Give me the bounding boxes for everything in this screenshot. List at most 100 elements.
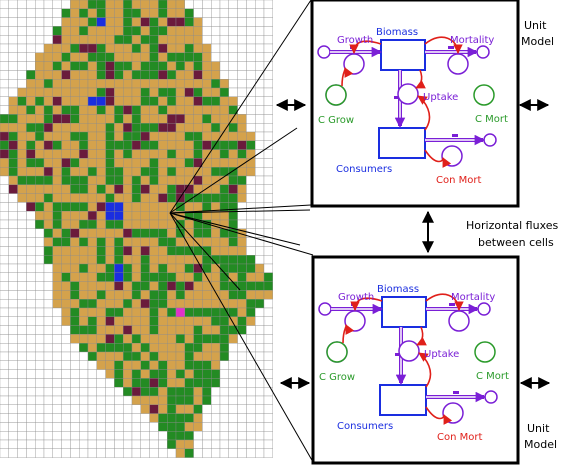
grid-cell bbox=[211, 123, 221, 133]
grid-cell bbox=[237, 105, 247, 115]
grid-cell bbox=[96, 35, 106, 45]
grid-cell bbox=[61, 175, 71, 185]
grid-cell bbox=[158, 351, 168, 361]
uptake-converter bbox=[398, 340, 420, 362]
sink-cloud-icon bbox=[476, 45, 490, 59]
grid-cell bbox=[61, 43, 71, 53]
grid-cell bbox=[52, 351, 62, 361]
grid-cell bbox=[79, 105, 89, 115]
grid-cell bbox=[123, 360, 133, 370]
grid-cell bbox=[131, 193, 141, 203]
grid-cell bbox=[61, 105, 71, 115]
grid-cell bbox=[96, 263, 106, 273]
grid-cell bbox=[52, 263, 62, 273]
grid-cell bbox=[175, 96, 185, 106]
grid-cell bbox=[140, 378, 150, 388]
grid-cell bbox=[175, 87, 185, 97]
consumers-label: Consumers bbox=[337, 421, 393, 432]
grid-cell bbox=[263, 70, 273, 80]
grid-cell bbox=[35, 431, 45, 441]
grid-cell bbox=[35, 413, 45, 423]
grid-cell bbox=[175, 325, 185, 335]
grid-cell bbox=[123, 26, 133, 36]
grid-cell bbox=[96, 299, 106, 309]
water-cell bbox=[96, 17, 106, 27]
grid-cell bbox=[0, 175, 9, 185]
grid-cell bbox=[105, 369, 115, 379]
grid-cell bbox=[219, 334, 229, 344]
grid-cell bbox=[105, 360, 115, 370]
grid-cell bbox=[184, 378, 194, 388]
grid-cell bbox=[61, 246, 71, 256]
grid-cell bbox=[17, 343, 27, 353]
grid-cell bbox=[246, 413, 256, 423]
grid-cell bbox=[219, 175, 229, 185]
grid-cell bbox=[70, 8, 80, 18]
grid-cell bbox=[70, 255, 80, 265]
grid-cell bbox=[158, 131, 168, 141]
valve-icon bbox=[452, 134, 458, 137]
grid-cell bbox=[202, 228, 212, 238]
grid-cell bbox=[219, 26, 229, 36]
grid-cell bbox=[211, 43, 221, 53]
grid-cell bbox=[43, 8, 53, 18]
grid-cell bbox=[0, 219, 9, 229]
grid-cell bbox=[149, 325, 159, 335]
grid-cell bbox=[237, 202, 247, 212]
grid-cell bbox=[237, 61, 247, 71]
grid-cell bbox=[140, 8, 150, 18]
grid-cell bbox=[87, 237, 97, 247]
grid-cell bbox=[87, 140, 97, 150]
grid-cell bbox=[202, 237, 212, 247]
grid-cell bbox=[79, 96, 89, 106]
grid-cell bbox=[211, 378, 221, 388]
grid-cell bbox=[0, 369, 9, 379]
grid-cell bbox=[167, 263, 177, 273]
grid-cell bbox=[193, 272, 203, 282]
grid-cell bbox=[61, 378, 71, 388]
grid-cell bbox=[228, 193, 238, 203]
grid-cell bbox=[105, 158, 115, 168]
grid-cell bbox=[8, 123, 18, 133]
grid-cell bbox=[131, 123, 141, 133]
grid-cell bbox=[211, 193, 221, 203]
grid-cell bbox=[35, 316, 45, 326]
grid-cell bbox=[17, 26, 27, 36]
grid-cell bbox=[263, 131, 273, 141]
grid-cell bbox=[70, 61, 80, 71]
grid-cell bbox=[87, 131, 97, 141]
grid-cell bbox=[131, 96, 141, 106]
grid-cell bbox=[202, 422, 212, 432]
grid-cell bbox=[70, 369, 80, 379]
grid-cell bbox=[193, 422, 203, 432]
grid-cell bbox=[17, 413, 27, 423]
grid-cell bbox=[0, 211, 9, 221]
grid-cell bbox=[255, 325, 265, 335]
grid-cell bbox=[219, 395, 229, 405]
grid-cell bbox=[228, 431, 238, 441]
grid-cell bbox=[0, 439, 9, 449]
grid-cell bbox=[87, 175, 97, 185]
grid-cell bbox=[167, 167, 177, 177]
water-cell bbox=[105, 202, 115, 212]
grid-cell bbox=[140, 334, 150, 344]
grid-cell bbox=[167, 290, 177, 300]
grid-cell bbox=[26, 131, 36, 141]
grid-cell bbox=[8, 149, 18, 159]
grid-cell bbox=[175, 290, 185, 300]
highlighted-cell bbox=[175, 307, 185, 317]
grid-cell bbox=[158, 272, 168, 282]
grid-cell bbox=[175, 255, 185, 265]
grid-cell bbox=[158, 167, 168, 177]
grid-cell bbox=[123, 369, 133, 379]
grid-cell bbox=[114, 404, 124, 414]
grid-cell bbox=[167, 8, 177, 18]
grid-cell bbox=[175, 131, 185, 141]
grid-cell bbox=[193, 369, 203, 379]
grid-cell bbox=[61, 52, 71, 62]
grid-cell bbox=[202, 448, 212, 458]
grid-cell bbox=[0, 404, 9, 414]
grid-cell bbox=[61, 387, 71, 397]
grid-cell bbox=[0, 378, 9, 388]
